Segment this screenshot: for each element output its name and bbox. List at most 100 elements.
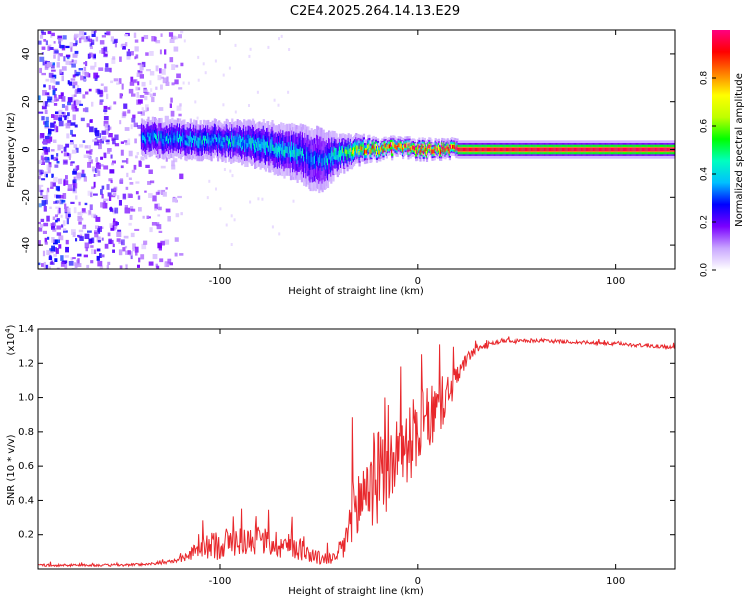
noise-speckle <box>99 50 102 54</box>
noise-speckle <box>72 114 76 121</box>
noise-speckle <box>40 218 45 222</box>
noise-speckle <box>111 188 114 193</box>
noise-speckle <box>95 225 99 230</box>
snr-multiplier: (x104) <box>4 324 17 355</box>
spectrogram-ylabel: Frequency (Hz) <box>6 112 17 188</box>
noise-speckle <box>96 255 100 261</box>
noise-speckle <box>146 69 151 72</box>
noise-speckle <box>72 85 76 89</box>
noise-speckle <box>57 55 60 62</box>
noise-speckle <box>137 111 143 114</box>
noise-speckle <box>130 124 133 130</box>
noise-speckle <box>45 135 50 140</box>
noise-speckle <box>162 191 167 197</box>
noise-speckle <box>95 168 99 173</box>
noise-speckle <box>42 146 47 151</box>
noise-speckle <box>44 199 48 205</box>
noise-speckle <box>41 152 45 156</box>
noise-speckle <box>180 30 184 34</box>
noise-speckle <box>94 230 97 235</box>
noise-speckle <box>119 178 124 183</box>
noise-speckle <box>91 166 96 172</box>
noise-speckle <box>171 64 176 70</box>
noise-speckle <box>148 216 151 219</box>
noise-speckle <box>125 250 130 255</box>
noise-speckle <box>58 244 62 249</box>
noise-speckle <box>89 52 93 58</box>
noise-speckle <box>129 182 134 185</box>
noise-speckle <box>73 99 79 106</box>
band-segment <box>212 137 215 143</box>
noise-speckle <box>135 191 139 195</box>
noise-speckle <box>57 209 60 215</box>
noise-speckle <box>65 143 70 148</box>
noise-speckle <box>58 39 62 44</box>
noise-speckle <box>164 115 169 122</box>
noise-speckle <box>83 66 87 72</box>
noise-speckle <box>161 69 166 75</box>
noise-speckle <box>124 205 128 211</box>
noise-speckle <box>127 109 131 114</box>
noise-speckle <box>119 56 122 62</box>
noise-speckle <box>52 182 56 187</box>
noise-speckle <box>45 147 50 153</box>
noise-speckle <box>78 37 82 44</box>
band-segment <box>175 136 178 141</box>
noise-speckle <box>38 159 43 164</box>
noise-speckle <box>143 35 149 40</box>
noise-speckle <box>58 94 63 99</box>
noise-speckle <box>159 258 164 263</box>
noise-speckle <box>107 148 111 154</box>
noise-speckle <box>107 261 111 265</box>
noise-speckle <box>156 265 160 269</box>
noise-speckle <box>143 89 148 92</box>
noise-speckle <box>64 263 68 269</box>
noise-speckle <box>65 105 69 111</box>
noise-speckle <box>49 254 52 258</box>
noise-speckle <box>107 107 111 110</box>
noise-speckle <box>138 99 143 104</box>
noise-speckle <box>71 229 76 235</box>
noise-speckle <box>160 240 165 246</box>
noise-speckle <box>99 253 102 258</box>
noise-speckle <box>81 173 86 178</box>
band-segment <box>194 138 197 144</box>
noise-speckle <box>79 218 84 221</box>
noise-speckle <box>103 86 108 93</box>
noise-speckle <box>140 111 145 116</box>
noise-speckle <box>233 218 236 222</box>
noise-speckle <box>124 208 130 214</box>
band-segment <box>607 147 610 152</box>
noise-speckle <box>94 127 98 133</box>
noise-speckle <box>88 145 91 149</box>
band-segment <box>582 147 585 152</box>
noise-speckle <box>102 202 108 209</box>
noise-speckle <box>90 65 95 70</box>
noise-speckle <box>92 139 97 143</box>
noise-speckle <box>148 261 154 266</box>
noise-speckle <box>72 81 78 86</box>
noise-speckle <box>72 185 76 192</box>
noise-speckle <box>178 87 183 90</box>
noise-speckle <box>48 128 52 135</box>
noise-speckle <box>38 262 41 266</box>
noise-speckle <box>120 141 124 144</box>
noise-speckle <box>137 70 141 73</box>
noise-speckle <box>132 114 136 119</box>
noise-speckle <box>166 76 169 82</box>
noise-speckle <box>77 165 80 170</box>
noise-speckle <box>85 247 88 252</box>
noise-speckle <box>119 265 123 269</box>
noise-speckle <box>135 54 139 59</box>
y-tick-label: -40 <box>21 237 32 253</box>
noise-speckle <box>134 56 137 60</box>
noise-speckle <box>81 169 85 174</box>
noise-speckle <box>86 123 90 128</box>
noise-speckle <box>75 175 81 181</box>
noise-speckle <box>58 38 63 42</box>
noise-speckle <box>158 107 164 111</box>
noise-speckle <box>53 176 58 183</box>
noise-speckle <box>110 80 114 84</box>
noise-speckle <box>55 214 58 218</box>
noise-speckle <box>222 73 225 77</box>
